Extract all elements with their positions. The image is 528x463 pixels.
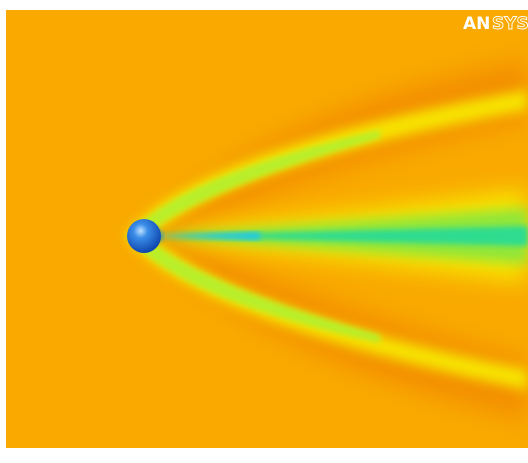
wake-core [150,226,528,246]
logo-bold: AN [463,14,490,34]
wake-core-inner [150,232,260,240]
sphere [127,219,161,253]
shock-core [127,130,380,343]
outer-band [140,60,528,420]
flow-field [125,60,528,420]
logo-outline: SYS [492,14,528,34]
